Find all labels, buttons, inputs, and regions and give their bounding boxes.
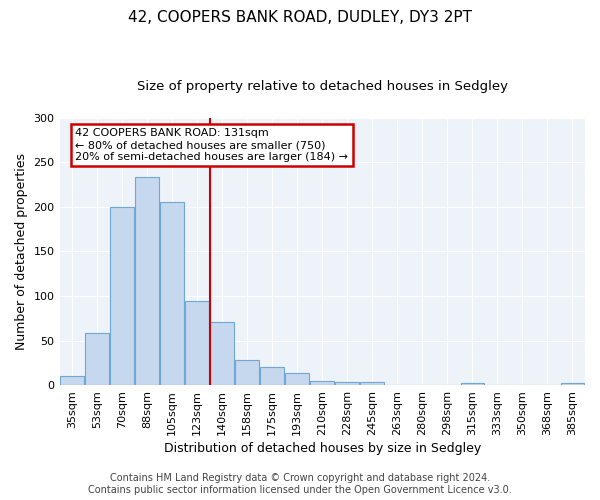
Bar <box>461 384 484 385</box>
Bar <box>135 178 159 385</box>
Text: 42 COOPERS BANK ROAD: 131sqm
← 80% of detached houses are smaller (750)
20% of s: 42 COOPERS BANK ROAD: 131sqm ← 80% of de… <box>76 128 349 162</box>
Bar <box>310 380 334 385</box>
Title: Size of property relative to detached houses in Sedgley: Size of property relative to detached ho… <box>137 80 508 93</box>
Y-axis label: Number of detached properties: Number of detached properties <box>15 153 28 350</box>
Bar <box>335 382 359 385</box>
Bar <box>260 367 284 385</box>
Bar <box>185 302 209 385</box>
X-axis label: Distribution of detached houses by size in Sedgley: Distribution of detached houses by size … <box>164 442 481 455</box>
Bar <box>286 372 309 385</box>
Bar <box>160 202 184 385</box>
Bar <box>60 376 84 385</box>
Text: 42, COOPERS BANK ROAD, DUDLEY, DY3 2PT: 42, COOPERS BANK ROAD, DUDLEY, DY3 2PT <box>128 10 472 25</box>
Bar <box>235 360 259 385</box>
Bar <box>560 384 584 385</box>
Bar <box>210 322 234 385</box>
Bar <box>85 334 109 385</box>
Text: Contains HM Land Registry data © Crown copyright and database right 2024.
Contai: Contains HM Land Registry data © Crown c… <box>88 474 512 495</box>
Bar <box>110 207 134 385</box>
Bar <box>361 382 384 385</box>
